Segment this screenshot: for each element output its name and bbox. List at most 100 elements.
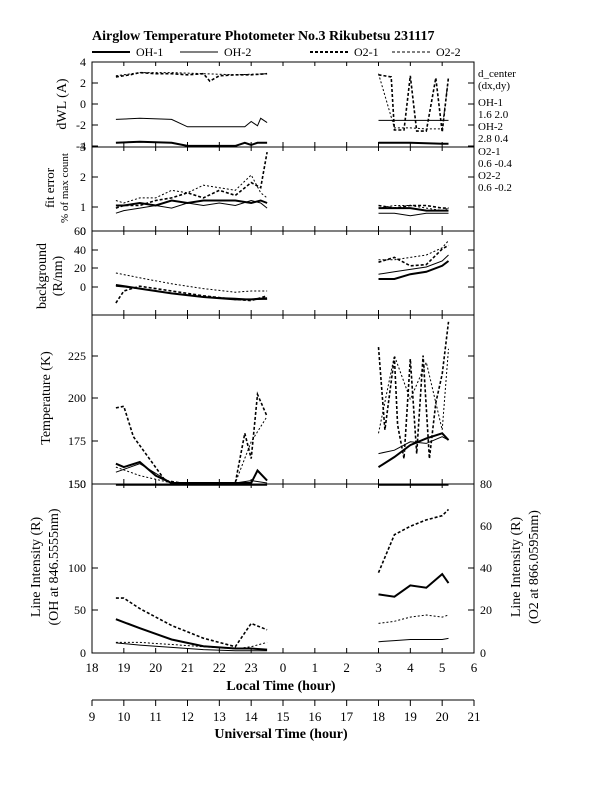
series-4-2-1 <box>377 508 450 574</box>
ylabel-fit-error-unit: % of max count <box>59 153 71 223</box>
legend-label-o22: O2-2 <box>436 45 461 59</box>
series-2-1-1 <box>378 254 449 275</box>
ylabel-dwl: dWL (A) <box>55 78 70 130</box>
side-info-label-o21: O2-1 <box>478 146 501 158</box>
panel-frame-1 <box>91 146 475 232</box>
ylabel-line-intensity: Line Intensity (R) <box>29 517 44 618</box>
xtick-ut-label-9: 18 <box>372 709 385 724</box>
side-info-label-o22: O2-2 <box>478 170 501 182</box>
ytick-label-0-2: 0 <box>80 97 86 111</box>
ylabel-temperature: Temperature (K) <box>39 351 54 445</box>
side-info: d_center (dx,dy) OH-1 1.6 2.0 OH-2 2.8 0… <box>478 68 516 194</box>
ytick-label-4-1: 100 <box>68 561 86 575</box>
ytick-label-1-2: 1 <box>80 200 86 214</box>
xtick-local-5: 23 <box>245 660 258 675</box>
xtick-ut-label-4: 13 <box>213 709 226 724</box>
series-3-1-1 <box>378 436 449 455</box>
ytick-right-label-3: 20 <box>480 603 492 617</box>
series-4-1-1 <box>378 637 449 643</box>
ytick-label-3-2: 175 <box>68 434 86 448</box>
ytick-label-1-3: 0 <box>80 224 86 238</box>
xtick-ut-label-6: 15 <box>277 709 290 724</box>
series-3-2-0 <box>115 391 268 484</box>
xtick-ut-label-1: 10 <box>117 709 130 724</box>
xtick-local-1: 19 <box>117 660 130 675</box>
ytick-label-2-2: 20 <box>74 261 86 275</box>
chart-title: Airglow Temperature Photometer No.3 Riku… <box>92 29 434 44</box>
series-3-0-1 <box>377 432 450 468</box>
ytick-label-4-0: 150 <box>68 477 86 491</box>
xtick-ut-label-5: 14 <box>245 709 259 724</box>
xtick-local-0: 18 <box>86 660 99 675</box>
series-4-3-1 <box>378 614 449 624</box>
series-2-3-1 <box>378 240 449 261</box>
xtick-ut-label-0: 9 <box>89 709 96 724</box>
ylabel-line-intensity-oh: (OH at 846.5555nm) <box>47 508 62 625</box>
xlabel-ut: Universal Time (hour) <box>214 727 348 742</box>
series-4-1-0 <box>115 642 268 652</box>
series-0-3-1 <box>378 73 449 130</box>
legend: OH-1 OH-2 O2-1 O2-2 <box>92 45 461 59</box>
series-0-1-0 <box>115 117 268 128</box>
series-3-3-1 <box>378 348 449 434</box>
xtick-ut-label-10: 19 <box>404 709 417 724</box>
ytick-label-4-2: 50 <box>74 603 86 617</box>
series-4-0-1 <box>378 572 450 598</box>
ytick-label-2-0: 60 <box>74 224 86 238</box>
series-3-2-1 <box>377 321 450 459</box>
xtick-local-9: 3 <box>375 660 382 675</box>
ytick-label-3-0: 225 <box>68 349 86 363</box>
series-1-2-0 <box>115 151 268 209</box>
side-info-label-oh2: OH-2 <box>478 121 503 133</box>
ytick-label-3-1: 200 <box>68 391 86 405</box>
axis-ticks: 420-2-4321060402002252001751501501005008… <box>68 55 492 724</box>
series-1-3-1 <box>378 205 449 212</box>
series-0-3-0 <box>115 72 268 77</box>
xtick-ut-label-11: 20 <box>436 709 449 724</box>
ytick-right-label-4: 0 <box>480 646 486 660</box>
panel-frame-4 <box>91 483 475 654</box>
ylabel-background-unit: (R/nm) <box>51 255 66 296</box>
side-info-value-o22: 0.6 -0.2 <box>478 182 512 194</box>
ytick-label-3-3: 150 <box>68 477 86 491</box>
side-info-subheader: (dx,dy) <box>478 80 510 92</box>
series-0-2-1 <box>378 74 450 133</box>
side-info-value-oh2: 2.8 0.4 <box>478 133 509 145</box>
ytick-label-0-3: -2 <box>76 118 86 132</box>
xtick-ut-label-12: 21 <box>468 709 481 724</box>
xtick-local-11: 5 <box>439 660 446 675</box>
ytick-right-label-0: 80 <box>480 477 492 491</box>
series-0-0-0 <box>115 140 268 147</box>
series-1-1-0 <box>115 199 268 214</box>
ylabel-fit-error: fit error <box>42 167 57 208</box>
ytick-label-2-1: 40 <box>74 243 86 257</box>
ytick-label-0-0: 4 <box>80 55 86 69</box>
ytick-right-label-1: 60 <box>480 519 492 533</box>
xtick-local-2: 20 <box>149 660 162 675</box>
ytick-label-1-0: 3 <box>80 140 86 154</box>
xtick-local-7: 1 <box>312 660 319 675</box>
series-0-2-0 <box>115 71 268 83</box>
series-lines <box>115 71 450 652</box>
series-2-2-0 <box>115 285 268 304</box>
series-2-3-0 <box>115 272 268 293</box>
side-info-value-o21: 0.6 -0.4 <box>478 158 512 170</box>
series-2-1-0 <box>115 285 268 300</box>
xtick-local-6: 0 <box>280 660 287 675</box>
legend-label-oh2: OH-2 <box>224 45 251 59</box>
ylabel-right-line-intensity: Line Intensity (R) <box>509 517 524 618</box>
xtick-local-10: 4 <box>407 660 414 675</box>
xtick-ut-label-7: 16 <box>308 709 322 724</box>
series-1-0-0 <box>115 199 268 207</box>
ylabel-right-line-intensity-o2: (O2 at 866.0595nm) <box>527 510 542 624</box>
panel-frame-0 <box>91 61 475 148</box>
xtick-local-12: 6 <box>471 660 478 675</box>
legend-label-oh1: OH-1 <box>136 45 163 59</box>
series-3-1-0 <box>115 463 268 484</box>
side-info-header: d_center <box>478 68 516 80</box>
xtick-ut-label-2: 11 <box>149 709 162 724</box>
ytick-label-2-3: 0 <box>80 280 86 294</box>
series-0-0-1 <box>378 141 449 145</box>
legend-label-o21: O2-1 <box>354 45 379 59</box>
